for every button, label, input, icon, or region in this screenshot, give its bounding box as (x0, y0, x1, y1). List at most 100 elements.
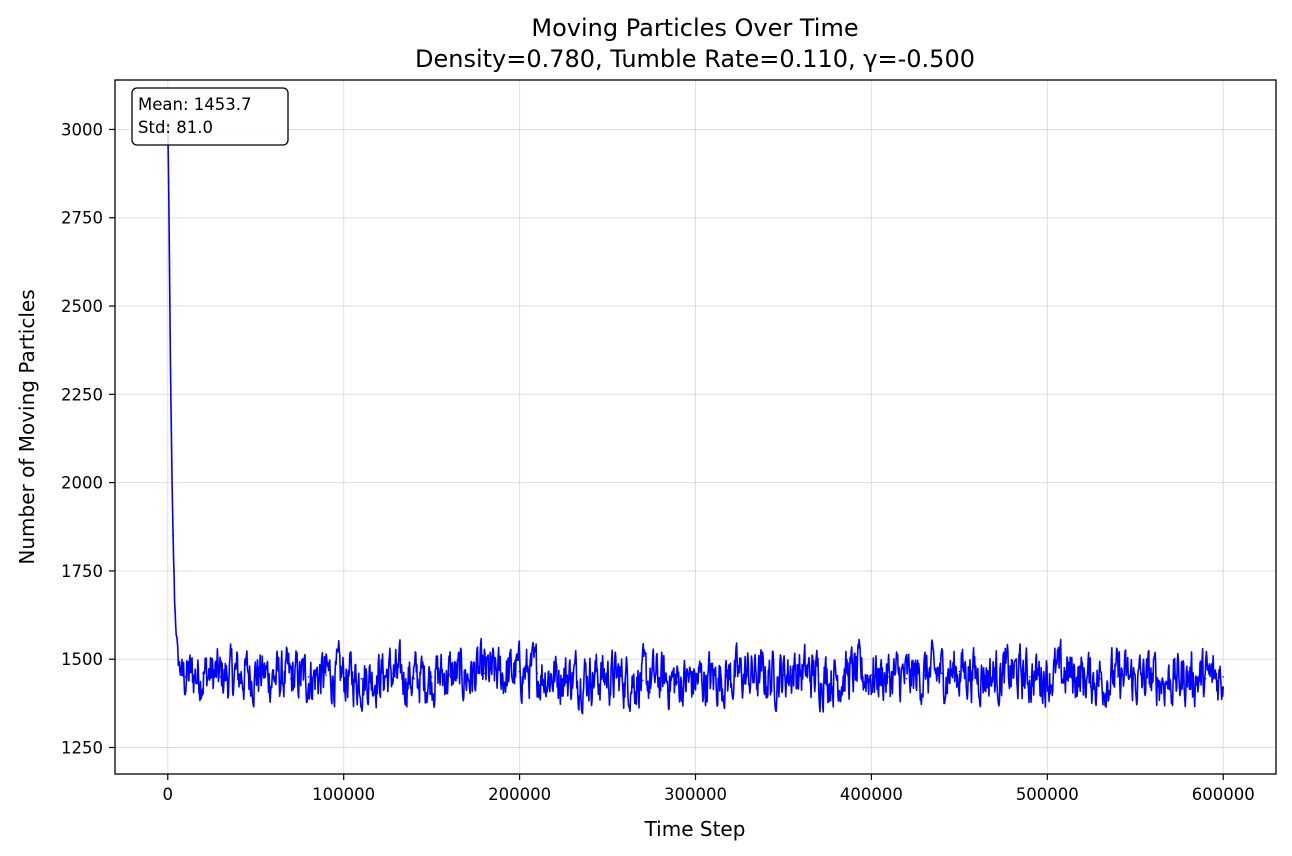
series-point (1064, 672, 1066, 675)
series-point (923, 674, 925, 676)
series-point (171, 488, 173, 491)
series-point (993, 674, 996, 676)
series-point (173, 570, 175, 572)
plot-area (115, 80, 1276, 774)
series-point (272, 676, 275, 678)
y-axis-ticks: 1250 1500 1750 2000 2250 2500 2750 3000 (61, 120, 115, 758)
series-point (1046, 674, 1049, 676)
series-point (1099, 677, 1101, 680)
series-point (1152, 677, 1154, 680)
x-tick-label: 100000 (312, 785, 375, 804)
series-point (177, 658, 180, 661)
x-axis-ticks: 0 100000 200000 300000 400000 500000 600000 (163, 774, 1255, 804)
series-point (1222, 676, 1225, 678)
series-point (1081, 676, 1084, 678)
series-point (342, 676, 345, 678)
series-point (378, 674, 380, 676)
series-point (791, 669, 794, 671)
series-point (174, 605, 176, 608)
series-point (729, 676, 732, 678)
y-axis-label: Number of Moving Particles (15, 289, 39, 564)
series-point (817, 674, 820, 676)
series-point (175, 637, 178, 639)
series-point (1134, 679, 1137, 682)
series-point (835, 676, 838, 678)
series-point (413, 677, 415, 680)
series-point (853, 672, 855, 675)
series-point (677, 681, 679, 683)
series-point (765, 676, 767, 678)
series-point (624, 677, 626, 680)
y-tick-label: 1500 (61, 650, 103, 669)
series-point (169, 358, 172, 360)
y-tick-label: 2500 (61, 297, 103, 316)
x-tick-label: 500000 (1016, 785, 1079, 804)
series-point (536, 672, 538, 675)
series-point (641, 679, 644, 682)
series-point (392, 672, 394, 675)
series-point (184, 676, 187, 678)
series-point (1169, 679, 1172, 682)
grid (115, 80, 1276, 774)
series-point (1011, 672, 1013, 675)
series-point (168, 269, 171, 272)
series-point (571, 676, 574, 678)
series-point (167, 181, 170, 184)
x-tick-label: 400000 (840, 785, 903, 804)
series-point (219, 676, 222, 678)
series-point (395, 676, 398, 678)
series-point (782, 674, 785, 676)
stats-mean: Mean: 1453.7 (138, 95, 252, 114)
series-point (747, 674, 750, 676)
chart-title: Moving Particles Over Time (531, 14, 858, 42)
series-point (483, 672, 486, 675)
y-tick-label: 2250 (61, 385, 103, 404)
series-point (712, 677, 714, 680)
series-point (237, 674, 239, 676)
series-point (976, 672, 978, 675)
series-point (254, 672, 257, 675)
series-point (694, 679, 697, 682)
series-point (448, 674, 451, 676)
chart-subtitle: Density=0.780, Tumble Rate=0.110, γ=-0.5… (415, 45, 975, 73)
series-point (518, 670, 521, 673)
series-point (179, 669, 181, 671)
series-point (325, 674, 327, 676)
stats-std: Std: 81.0 (138, 118, 213, 137)
series-point (466, 676, 468, 678)
series-point (905, 677, 908, 680)
series-point (606, 676, 609, 678)
series-point (659, 677, 662, 680)
x-tick-label: 0 (163, 785, 174, 804)
series-point (360, 677, 363, 680)
series-point (181, 674, 183, 676)
series-point (202, 672, 204, 675)
series-point (962, 669, 964, 671)
series-point (1028, 676, 1031, 678)
series-point (1116, 676, 1119, 678)
series-point (501, 674, 503, 676)
x-tick-label: 600000 (1192, 785, 1255, 804)
series-point (193, 674, 195, 676)
stats-annotation: Mean: 1453.7 Std: 81.0 (131, 87, 289, 146)
y-tick-label: 1750 (61, 562, 103, 581)
series-point (888, 676, 890, 678)
series-line (166, 122, 1225, 715)
series-point (170, 428, 173, 431)
series-point (870, 674, 873, 676)
series-point (1187, 676, 1189, 678)
series-point (940, 672, 943, 675)
series-point (430, 676, 433, 678)
y-tick-label: 2750 (61, 209, 103, 228)
series-point (800, 672, 802, 675)
x-tick-label: 300000 (664, 785, 727, 804)
series-point (958, 670, 961, 673)
y-tick-label: 3000 (61, 120, 103, 139)
series-point (290, 677, 292, 680)
series-point (307, 676, 310, 678)
y-tick-label: 2000 (61, 474, 103, 493)
stats-box (131, 87, 289, 146)
series-point (589, 674, 591, 676)
series-point (1204, 677, 1207, 680)
